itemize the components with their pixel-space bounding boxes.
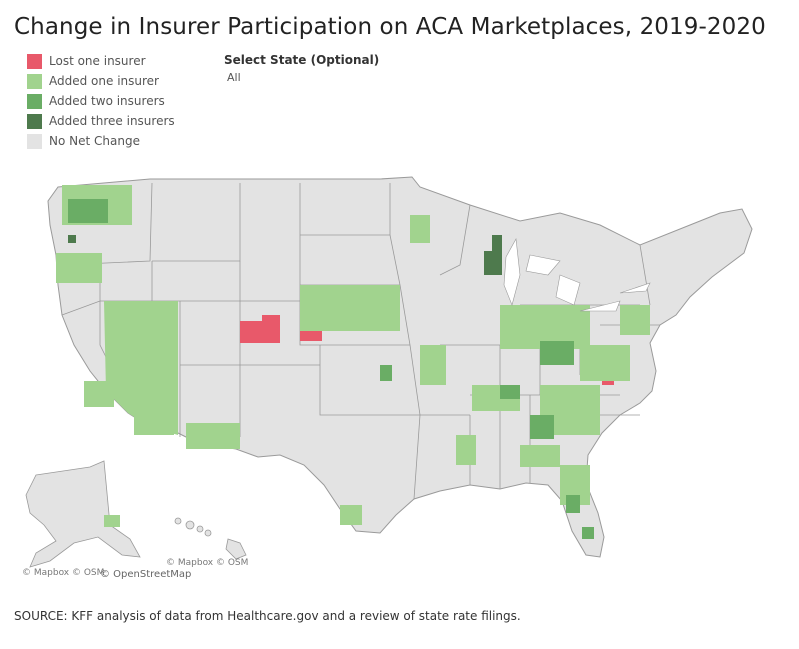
county-region[interactable] (262, 315, 280, 329)
county-region[interactable] (492, 235, 502, 251)
county-region[interactable] (420, 345, 446, 385)
page-title: Change in Insurer Participation on ACA M… (14, 14, 766, 40)
county-region[interactable] (134, 399, 174, 435)
county-region[interactable] (520, 445, 560, 467)
county-region[interactable] (566, 495, 580, 513)
map-attribution-main: © Mapbox © OSM (22, 568, 105, 578)
state-filter: Select State (Optional) All (224, 53, 379, 84)
county-region[interactable] (56, 253, 102, 283)
legend-label: No Net Change (49, 134, 140, 148)
map-attribution-osm: © OpenStreetMap (100, 569, 192, 580)
legend-item-lost-one[interactable]: Lost one insurer (27, 51, 175, 71)
legend-swatch (27, 93, 42, 109)
legend-swatch (27, 133, 42, 149)
legend-item-no-change[interactable]: No Net Change (27, 131, 175, 151)
county-region[interactable] (530, 415, 554, 439)
county-region[interactable] (580, 345, 630, 381)
county-region[interactable] (300, 285, 400, 331)
legend-item-added-three[interactable]: Added three insurers (27, 111, 175, 131)
us-county-map[interactable] (0, 165, 799, 595)
county-region[interactable] (340, 505, 362, 525)
county-region[interactable] (620, 305, 650, 335)
county-region[interactable] (540, 341, 574, 365)
state-filter-label: Select State (Optional) (224, 53, 380, 67)
county-region[interactable] (68, 199, 108, 223)
county-region[interactable] (186, 423, 240, 449)
county-region[interactable] (500, 385, 520, 399)
legend-label: Added two insurers (49, 94, 165, 108)
legend-label: Added one insurer (49, 74, 159, 88)
county-changes (56, 185, 650, 539)
legend-item-added-two[interactable]: Added two insurers (27, 91, 175, 111)
hawaii[interactable] (174, 517, 247, 560)
source-note: SOURCE: KFF analysis of data from Health… (14, 609, 521, 623)
state-filter-dropdown[interactable]: All (227, 71, 241, 84)
great-lakes (503, 238, 651, 312)
legend-label: Lost one insurer (49, 54, 146, 68)
county-region[interactable] (582, 527, 594, 539)
alaska-county-region[interactable] (104, 515, 120, 527)
legend-swatch (27, 53, 42, 69)
alaska[interactable] (25, 460, 141, 568)
map-attribution-inset: © Mapbox © OSM (166, 558, 249, 568)
county-region[interactable] (410, 215, 430, 243)
legend-item-added-one[interactable]: Added one insurer (27, 71, 175, 91)
county-region[interactable] (484, 251, 502, 275)
county-region[interactable] (456, 435, 476, 465)
legend-label: Added three insurers (49, 114, 175, 128)
map-canvas (25, 176, 753, 568)
county-region[interactable] (84, 381, 114, 407)
county-region[interactable] (68, 235, 76, 243)
legend: Lost one insurer Added one insurer Added… (27, 51, 175, 151)
legend-swatch (27, 113, 42, 129)
county-region[interactable] (380, 365, 392, 381)
legend-swatch (27, 73, 42, 89)
